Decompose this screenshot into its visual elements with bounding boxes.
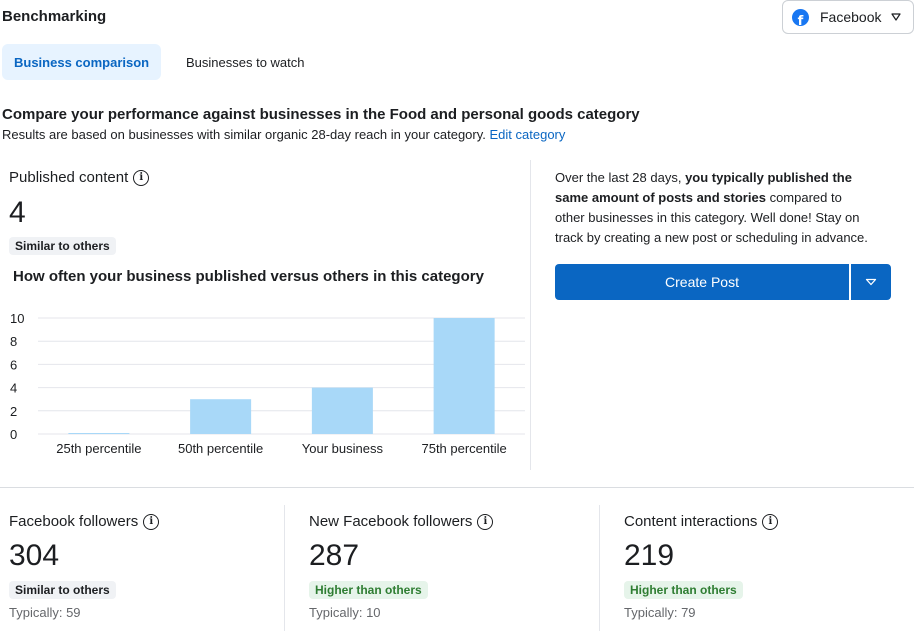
page-title: Benchmarking: [2, 8, 107, 25]
info-icon[interactable]: i: [477, 513, 494, 530]
new-facebook-followers-badge: Higher than others: [309, 581, 428, 599]
metrics-divider: [0, 487, 914, 488]
create-post-button[interactable]: Create Post: [555, 264, 849, 300]
platform-dropdown[interactable]: f Facebook: [782, 0, 914, 34]
comparison-subtext: Results are based on businesses with sim…: [2, 127, 565, 142]
facebook-followers-label-text: Facebook followers: [9, 513, 139, 530]
content-interactions-typical: Typically: 79: [624, 605, 696, 620]
new-facebook-followers-label-text: New Facebook followers: [309, 513, 473, 530]
summary-text: Over the last 28 days, you typically pub…: [555, 168, 875, 248]
chart-bar: [433, 318, 495, 434]
create-post-dropdown-button[interactable]: [851, 264, 891, 300]
edit-category-link[interactable]: Edit category: [489, 127, 566, 142]
chart-x-tick-label: 25th percentile: [56, 441, 141, 456]
summary-suffix: compared to other businesses in this cat…: [555, 190, 868, 245]
chart-x-tick-label: 75th percentile: [421, 441, 506, 456]
info-icon[interactable]: i: [143, 513, 160, 530]
published-content-value: 4: [9, 196, 26, 229]
column-divider: [599, 505, 600, 631]
summary-prefix: Over the last 28 days,: [555, 170, 682, 185]
chevron-down-icon: [891, 13, 901, 21]
info-icon[interactable]: i: [762, 513, 779, 530]
new-facebook-followers-value: 287: [309, 539, 360, 572]
facebook-logo-icon: f: [792, 8, 809, 26]
tab-business-comparison[interactable]: Business comparison: [2, 44, 162, 80]
chart-y-tick-label: 2: [10, 404, 17, 419]
chart-y-tick-label: 10: [10, 311, 24, 326]
published-content-label-text: Published content: [9, 169, 129, 186]
facebook-followers-badge: Similar to others: [9, 581, 116, 599]
new-facebook-followers-label: New Facebook followers i: [309, 513, 494, 530]
chart-y-tick-label: 4: [10, 381, 17, 396]
content-interactions-label-text: Content interactions: [624, 513, 758, 530]
chart-title: How often your business published versus…: [13, 268, 484, 285]
info-icon[interactable]: i: [133, 169, 150, 186]
published-content-chart: 0 2 4 6 8 10 25th percentile 50th percentile You…: [10, 311, 525, 456]
content-interactions-label: Content interactions i: [624, 513, 779, 530]
tab-businesses-to-watch[interactable]: Businesses to watch: [186, 54, 305, 70]
comparison-heading: Compare your performance against busines…: [2, 106, 640, 123]
chevron-down-icon: [865, 278, 877, 286]
facebook-followers-label: Facebook followers i: [9, 513, 160, 530]
content-interactions-value: 219: [624, 539, 675, 572]
published-content-label: Published content i: [9, 169, 150, 186]
chart-y-tick-label: 0: [10, 427, 17, 442]
chart-bar: [190, 399, 252, 434]
summary-highlight: you typically published the same amount …: [555, 170, 852, 205]
published-status-badge: Similar to others: [9, 237, 116, 255]
chart-y-tick-label: 6: [10, 357, 17, 372]
chart-x-tick-label: 50th percentile: [178, 441, 263, 456]
new-facebook-followers-typical: Typically: 10: [309, 605, 381, 620]
facebook-followers-value: 304: [9, 539, 60, 572]
chart-y-tick-label: 8: [10, 334, 17, 349]
chart-bar: [311, 387, 373, 434]
comparison-subtext-label: Results are based on businesses with sim…: [2, 127, 486, 142]
platform-label: Facebook: [820, 9, 882, 25]
column-divider: [284, 505, 285, 631]
facebook-followers-typical: Typically: 59: [9, 605, 81, 620]
content-interactions-badge: Higher than others: [624, 581, 743, 599]
section-divider: [530, 160, 531, 470]
chart-x-tick-label: Your business: [302, 441, 384, 456]
chart-bar: [68, 433, 130, 434]
